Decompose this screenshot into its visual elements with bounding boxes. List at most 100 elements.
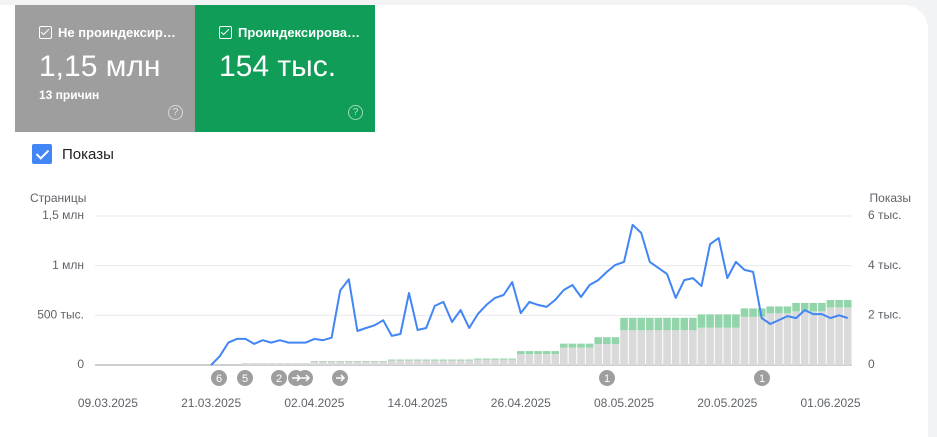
bar-segment [620, 317, 628, 331]
bar-segment [818, 311, 826, 365]
bar-segment [482, 359, 491, 365]
bar-segment [430, 359, 439, 361]
bar-segment [749, 308, 757, 317]
bar-segment [826, 307, 835, 365]
y2-axis-title: Показы [870, 191, 911, 205]
bar-segment [387, 359, 396, 361]
bar-segment [792, 302, 800, 312]
bar-segment [585, 347, 594, 365]
bar-segment [456, 359, 465, 361]
not-indexed-tile[interactable]: Не проиндексир… 1,15 млн 13 причин ? [15, 5, 195, 132]
bar-segment [560, 343, 568, 348]
bar-segment [697, 314, 706, 328]
bar-segment [517, 354, 525, 365]
bar-segment [740, 308, 749, 317]
bar-segment [783, 313, 792, 365]
bar-segment [826, 299, 835, 308]
bar-segment [482, 358, 491, 360]
tile-title: Проиндексирова… [238, 25, 361, 40]
bar-segment [732, 314, 740, 328]
bar-segment [491, 359, 499, 365]
bar-segment [310, 361, 319, 365]
bar-segment [628, 330, 637, 365]
bar-segment [577, 347, 585, 365]
bar-segment [474, 359, 482, 365]
bar-segment [534, 351, 542, 355]
annotation[interactable] [599, 370, 615, 386]
annotation-label: 5 [242, 373, 248, 385]
bar-segment [628, 317, 637, 331]
impressions-toggle[interactable]: Показы [32, 144, 114, 164]
bar-segment [293, 363, 301, 365]
checkbox[interactable] [32, 144, 52, 164]
x-tick-label: 02.04.2025 [284, 396, 344, 410]
tile-subtitle: 13 причин [39, 88, 100, 102]
bar-segment [714, 314, 723, 328]
bar-segment [517, 351, 525, 355]
bar-segment [534, 354, 542, 365]
annotation[interactable] [754, 370, 770, 386]
y-tick-label: 500 тыс. [37, 308, 84, 322]
bar-segment [792, 311, 800, 365]
bar-segment [603, 337, 611, 345]
bar-segment [568, 343, 577, 348]
bar-segment [336, 361, 344, 365]
help-icon[interactable]: ? [168, 105, 183, 120]
bar-segment [757, 316, 766, 365]
bar-segment [542, 351, 551, 355]
annotation-label: 2 [276, 373, 282, 385]
bar-segment [697, 327, 706, 365]
bar-segment [843, 299, 852, 308]
bar-segment [775, 306, 783, 314]
bar-segment [439, 359, 448, 361]
bar-segment [766, 313, 775, 365]
bar-segment [723, 327, 732, 365]
bar-segment [499, 359, 508, 365]
indexed-tile[interactable]: Проиндексирова… 154 тыс. ? [195, 5, 375, 132]
bar-segment [474, 358, 482, 360]
bar-segment [783, 306, 792, 314]
bar-segment [276, 363, 284, 365]
bar-segment [671, 317, 680, 331]
bar-segment [732, 327, 740, 365]
checkbox[interactable] [219, 26, 232, 39]
bar-segment [379, 361, 387, 365]
bar-segment [250, 363, 258, 365]
bar-segment [525, 351, 534, 355]
help-icon[interactable]: ? [348, 105, 363, 120]
tile-title: Не проиндексир… [58, 25, 176, 40]
tile-value: 1,15 млн [39, 50, 161, 83]
bar-segment [654, 330, 663, 365]
bar-segment [465, 359, 473, 361]
tile-value: 154 тыс. [219, 50, 337, 83]
y-tick-label: 1,5 млн [42, 208, 84, 222]
bar-segment [551, 351, 560, 355]
bar-segment [568, 347, 577, 365]
y2-tick-label: 0 [868, 357, 875, 371]
annotation-label: 6 [216, 373, 222, 385]
bar-segment [637, 330, 646, 365]
bar-segment [439, 360, 448, 365]
bar-segment [646, 317, 654, 331]
bar-segment [714, 327, 723, 365]
bar-segment [706, 314, 714, 328]
annotation[interactable] [211, 370, 227, 386]
bar-segment [267, 363, 276, 365]
bar-segment [843, 307, 852, 365]
bar-segment [560, 347, 568, 365]
bar-segment [611, 344, 620, 365]
annotation-label: 1 [759, 373, 765, 385]
bar-segment [809, 311, 818, 365]
annotation[interactable] [237, 370, 253, 386]
y-axis-title: Страницы [30, 191, 86, 205]
checkbox[interactable] [39, 26, 52, 39]
arrow-icons [292, 374, 346, 382]
bar-segment [413, 359, 422, 361]
bar-segment [491, 358, 499, 360]
annotation[interactable] [271, 370, 287, 386]
bar-segment [646, 330, 654, 365]
bar-segment [456, 360, 465, 365]
x-tick-label: 20.05.2025 [697, 396, 757, 410]
bar-segment [396, 359, 405, 361]
